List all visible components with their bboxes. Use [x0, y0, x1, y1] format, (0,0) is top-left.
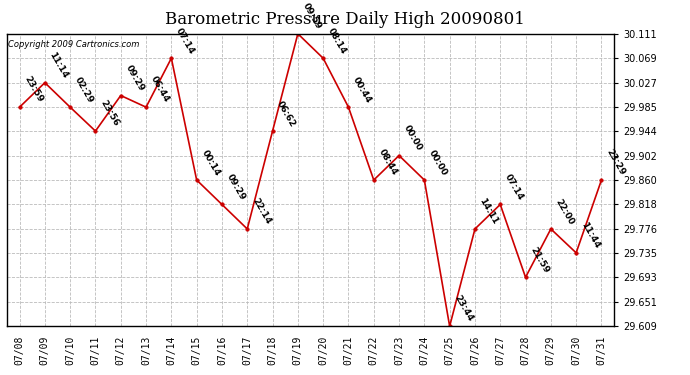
Text: 07:14: 07:14: [503, 172, 525, 202]
Text: 09:29: 09:29: [124, 63, 146, 93]
Text: 06:44: 06:44: [149, 75, 171, 104]
Text: 23:59: 23:59: [22, 75, 44, 104]
Text: 08:44: 08:44: [377, 148, 399, 177]
Text: 22:00: 22:00: [553, 197, 575, 226]
Text: 00:00: 00:00: [402, 124, 424, 153]
Text: 23:44: 23:44: [453, 294, 475, 324]
Text: 08:14: 08:14: [326, 26, 348, 56]
Text: 00:44: 00:44: [351, 75, 373, 104]
Text: 23:56: 23:56: [98, 99, 120, 128]
Text: 09:29: 09:29: [225, 172, 247, 202]
Text: Copyright 2009 Cartronics.com: Copyright 2009 Cartronics.com: [8, 40, 139, 49]
Text: 00:14: 00:14: [199, 148, 221, 177]
Text: 00:00: 00:00: [427, 148, 449, 177]
Text: 06:62: 06:62: [275, 99, 297, 128]
Text: 22:14: 22:14: [250, 197, 272, 226]
Text: 09:59: 09:59: [301, 2, 323, 31]
Text: 11:44: 11:44: [579, 220, 601, 250]
Text: 07:14: 07:14: [174, 26, 196, 56]
Text: 21:59: 21:59: [529, 245, 551, 274]
Text: 14:11: 14:11: [477, 197, 500, 226]
Text: 23:29: 23:29: [604, 148, 627, 177]
Text: Barometric Pressure Daily High 20090801: Barometric Pressure Daily High 20090801: [165, 11, 525, 28]
Text: 11:14: 11:14: [48, 51, 70, 80]
Text: 02:29: 02:29: [73, 75, 95, 104]
